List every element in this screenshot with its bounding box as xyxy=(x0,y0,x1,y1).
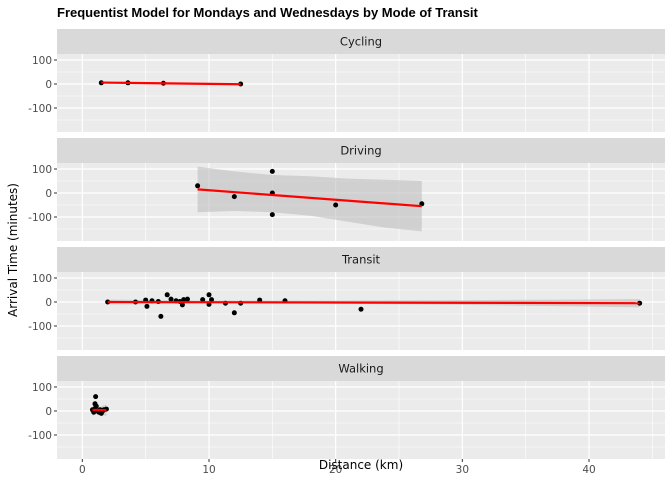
facet-walking: Walking -100 0 100 xyxy=(28,356,665,459)
data-point xyxy=(231,194,237,200)
panel-background xyxy=(57,381,665,459)
x-axis-title: Distance (km) xyxy=(319,458,403,472)
y-tick-label: 0 xyxy=(45,79,52,91)
data-point xyxy=(269,168,275,174)
facet-strip xyxy=(57,29,665,54)
y-tick-label: 100 xyxy=(32,273,52,285)
data-point xyxy=(168,296,174,302)
regression-line xyxy=(101,81,241,86)
facet-panels: Cycling -100 0 100 Driving -100 0 100 Transit -10… xyxy=(28,29,665,459)
x-tick-label: 40 xyxy=(582,464,595,476)
x-tick-label: 30 xyxy=(456,464,469,476)
y-tick-label: 0 xyxy=(45,406,52,418)
panel-background xyxy=(57,54,665,132)
chart-title: Frequentist Model for Mondays and Wednes… xyxy=(57,5,479,20)
facet-strip-label: Cycling xyxy=(340,35,382,49)
y-tick-label: 0 xyxy=(45,188,52,200)
data-point xyxy=(231,310,237,316)
data-point xyxy=(206,292,212,298)
y-tick-label: 100 xyxy=(32,164,52,176)
y-tick-label: 100 xyxy=(32,55,52,67)
data-point xyxy=(333,202,339,208)
facet-strip xyxy=(57,356,665,381)
y-tick-label: -100 xyxy=(28,103,52,115)
data-point xyxy=(179,302,185,308)
confidence-band xyxy=(197,166,422,232)
data-point xyxy=(181,297,187,303)
y-tick-label: -100 xyxy=(28,212,52,224)
facet-strip xyxy=(57,247,665,272)
regression-line xyxy=(107,300,640,305)
data-point xyxy=(93,394,99,400)
x-axis: 0 10 20 30 40 xyxy=(79,459,596,476)
y-tick-label: -100 xyxy=(28,430,52,442)
x-tick-label: 0 xyxy=(79,464,86,476)
y-tick-label: 100 xyxy=(32,382,52,394)
regression-line xyxy=(197,188,422,208)
data-point xyxy=(93,403,99,409)
data-point xyxy=(158,313,164,319)
facet-strip xyxy=(57,138,665,163)
data-point xyxy=(200,297,206,303)
facet-strip-label: Driving xyxy=(340,144,381,158)
data-point xyxy=(144,303,150,309)
facet-strip-label: Transit xyxy=(341,253,381,267)
data-point xyxy=(358,306,364,312)
data-point xyxy=(209,297,215,303)
data-point xyxy=(164,292,170,298)
y-tick-label: 0 xyxy=(45,297,52,309)
facet-transit: Transit -100 0 100 xyxy=(28,247,665,350)
data-point xyxy=(184,296,190,302)
facet-strip-label: Walking xyxy=(338,362,383,376)
data-point xyxy=(269,212,275,218)
data-point xyxy=(195,183,201,189)
x-tick-label: 20 xyxy=(329,464,342,476)
x-tick-label: 10 xyxy=(202,464,215,476)
facet-cycling: Cycling -100 0 100 xyxy=(28,29,665,132)
y-axis-title: Arrival Time (minutes) xyxy=(6,183,20,317)
y-tick-label: -100 xyxy=(28,321,52,333)
facet-driving: Driving -100 0 100 xyxy=(28,138,665,241)
